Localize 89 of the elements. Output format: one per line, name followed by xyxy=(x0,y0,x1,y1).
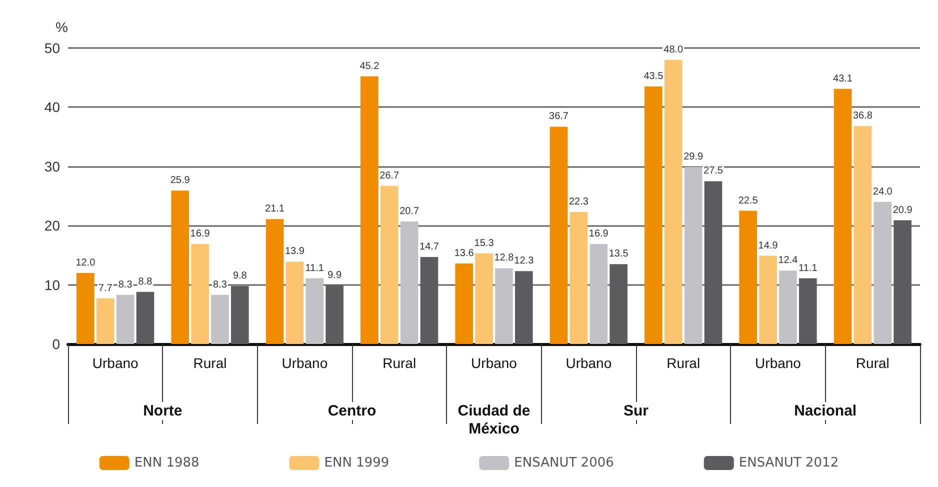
bar xyxy=(191,244,209,344)
data-label: 29.9 xyxy=(684,151,704,162)
data-label: 9.8 xyxy=(232,270,248,282)
x-tick-label: Rural xyxy=(382,355,416,371)
data-label: 11.1 xyxy=(305,262,324,274)
bar xyxy=(475,253,493,344)
data-label: 14.9 xyxy=(758,240,778,252)
legend-label: ENSANUT 2012 xyxy=(738,456,839,470)
data-label: 11.1 xyxy=(798,262,818,274)
bar xyxy=(400,221,418,344)
data-label: 43.5 xyxy=(644,70,664,82)
x-tick-label: Rural xyxy=(666,355,700,371)
data-label: 15.3 xyxy=(474,238,494,249)
data-label: 16.9 xyxy=(588,228,609,240)
x-tick-label: Rural xyxy=(193,355,227,371)
y-tick-label: 50 xyxy=(44,40,60,56)
data-label: 48.0 xyxy=(664,44,684,56)
bar xyxy=(684,166,702,344)
x-tick-label: Rural xyxy=(856,355,890,371)
y-axis-title: % xyxy=(56,19,68,35)
data-label: 43.1 xyxy=(833,73,853,84)
x-tick-label: Urbano xyxy=(566,355,612,371)
y-tick-label: 10 xyxy=(44,276,60,293)
bar xyxy=(360,76,378,344)
y-tick-label: 0 xyxy=(52,336,60,352)
data-label: 8.8 xyxy=(138,276,153,288)
bar xyxy=(136,292,154,344)
legend-label: ENN 1988 xyxy=(134,456,200,470)
data-label: 12.0 xyxy=(76,257,96,268)
y-tick-label: 20 xyxy=(44,218,60,234)
bar xyxy=(550,126,568,344)
x-tick-label: Urbano xyxy=(92,355,139,371)
data-label: 20.9 xyxy=(892,204,913,216)
data-label: 36.7 xyxy=(549,111,569,122)
data-label: 22.3 xyxy=(568,196,589,208)
bar xyxy=(874,202,892,344)
data-label: 36.8 xyxy=(852,110,873,122)
data-label: 13.5 xyxy=(608,248,629,260)
data-label: 27.5 xyxy=(704,166,724,177)
text: Sur xyxy=(623,402,649,420)
bar xyxy=(834,88,852,344)
bar xyxy=(380,186,398,344)
data-label: 45.2 xyxy=(360,60,380,72)
data-label: 22.5 xyxy=(738,195,758,206)
bar xyxy=(590,244,608,344)
data-label: 13.6 xyxy=(454,248,474,259)
bar xyxy=(854,126,872,344)
bar xyxy=(116,294,134,344)
legend-label: ENSANUT 2006 xyxy=(514,456,614,470)
data-label: 9.9 xyxy=(328,270,342,281)
data-label: 12.8 xyxy=(494,252,514,264)
bar xyxy=(664,60,682,344)
bar xyxy=(96,298,114,344)
data-label: 12.3 xyxy=(514,256,534,267)
data-label: 7.7 xyxy=(98,282,113,294)
bar xyxy=(759,256,777,344)
data-label: 24.0 xyxy=(872,186,893,198)
data-label: 8.3 xyxy=(213,279,228,290)
legend-label: ENN 1999 xyxy=(324,456,390,470)
bar xyxy=(286,262,304,344)
text: Nacional xyxy=(794,402,857,420)
bar xyxy=(779,270,797,344)
data-label: 13.9 xyxy=(284,246,305,258)
data-label: 25.9 xyxy=(170,175,190,186)
bar xyxy=(455,263,473,344)
bar xyxy=(644,86,662,344)
bar xyxy=(739,210,757,344)
data-label: 16.9 xyxy=(190,228,210,240)
x-tick-label: Urbano xyxy=(282,355,328,371)
bar xyxy=(495,268,513,344)
y-tick-label: 30 xyxy=(44,158,60,174)
bar xyxy=(570,212,588,344)
bar xyxy=(171,190,189,344)
text: Centro xyxy=(328,402,376,420)
bar xyxy=(211,294,229,344)
data-label: 26.7 xyxy=(380,170,400,182)
bar xyxy=(76,272,94,344)
text: Ciudad de México xyxy=(458,402,530,438)
data-label: 21.1 xyxy=(265,204,285,215)
text: Norte xyxy=(143,402,182,420)
data-label: 14.7 xyxy=(420,241,440,252)
data-label: 12.4 xyxy=(778,255,798,266)
y-tick-label: 40 xyxy=(44,99,60,116)
data-label: 20.7 xyxy=(400,206,420,217)
bar xyxy=(306,278,324,344)
bar xyxy=(266,219,284,344)
x-tick-label: Urbano xyxy=(471,355,518,371)
x-tick-label: Urbano xyxy=(755,355,802,371)
data-label: 8.3 xyxy=(118,279,133,290)
